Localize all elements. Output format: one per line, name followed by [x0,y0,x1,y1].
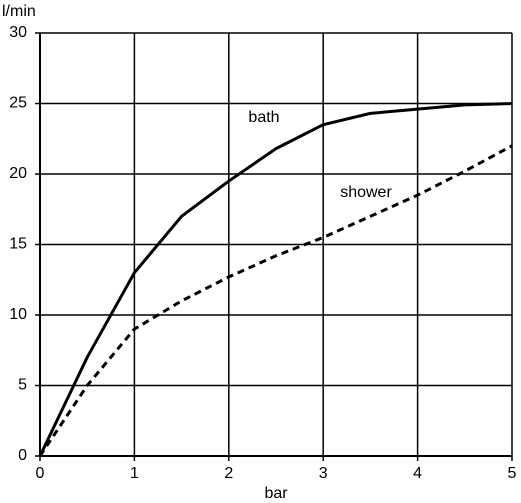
x-tick-label: 5 [508,465,517,482]
x-tick-label: 4 [413,465,422,482]
x-tick-label: 3 [319,465,328,482]
y-tick-label: 30 [9,24,27,41]
series-label: bath [248,109,279,126]
x-tick-label: 1 [130,465,139,482]
series-line [38,144,513,457]
y-axis-label: l/min [2,3,36,20]
y-tick-label: 20 [9,165,27,182]
x-axis-label: bar [264,485,288,502]
y-tick-label: 10 [9,306,27,323]
x-tick-label: 0 [36,465,45,482]
y-tick-label: 15 [9,236,27,253]
x-tick-label: 2 [224,465,233,482]
y-tick-label: 25 [9,95,27,112]
series-line [38,102,513,457]
y-tick-label: 5 [18,377,27,394]
y-tick-label: 0 [18,447,27,464]
series-label: shower [340,184,392,201]
